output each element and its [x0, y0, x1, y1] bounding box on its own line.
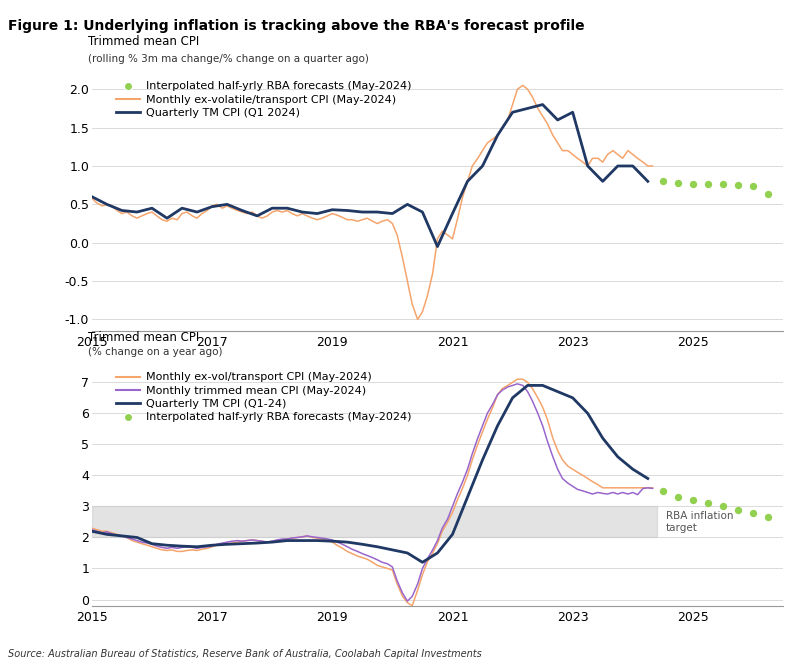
Point — [746, 507, 759, 518]
Point — [686, 179, 699, 190]
Point — [717, 501, 729, 512]
Point — [702, 498, 714, 508]
Text: Source: Australian Bureau of Statistics, Reserve Bank of Australia, Coolabah Cap: Source: Australian Bureau of Statistics,… — [8, 649, 482, 659]
Point — [761, 512, 774, 522]
Legend: Monthly ex-vol/transport CPI (May-2024), Monthly trimmed mean CPI (May-2024), Qu: Monthly ex-vol/transport CPI (May-2024),… — [111, 368, 415, 427]
Point — [761, 189, 774, 200]
Point — [746, 181, 759, 191]
Text: (rolling % 3m ma change/% change on a quarter ago): (rolling % 3m ma change/% change on a qu… — [89, 54, 369, 64]
Text: Figure 1: Underlying inflation is tracking above the RBA's forecast profile: Figure 1: Underlying inflation is tracki… — [8, 19, 585, 33]
Point — [657, 486, 670, 496]
Point — [717, 179, 729, 190]
Text: (% change on a year ago): (% change on a year ago) — [89, 348, 223, 357]
Point — [686, 495, 699, 506]
Text: Trimmed mean CPI: Trimmed mean CPI — [89, 331, 200, 344]
Point — [732, 180, 745, 191]
Point — [671, 177, 684, 188]
Point — [671, 492, 684, 502]
Text: RBA inflation
target: RBA inflation target — [666, 511, 733, 533]
Point — [732, 504, 745, 515]
Legend: Interpolated half-yrly RBA forecasts (May-2024), Monthly ex-volatile/transport C: Interpolated half-yrly RBA forecasts (Ma… — [111, 77, 415, 122]
Text: Trimmed mean CPI: Trimmed mean CPI — [89, 34, 200, 48]
Point — [702, 178, 714, 189]
Point — [657, 176, 670, 187]
